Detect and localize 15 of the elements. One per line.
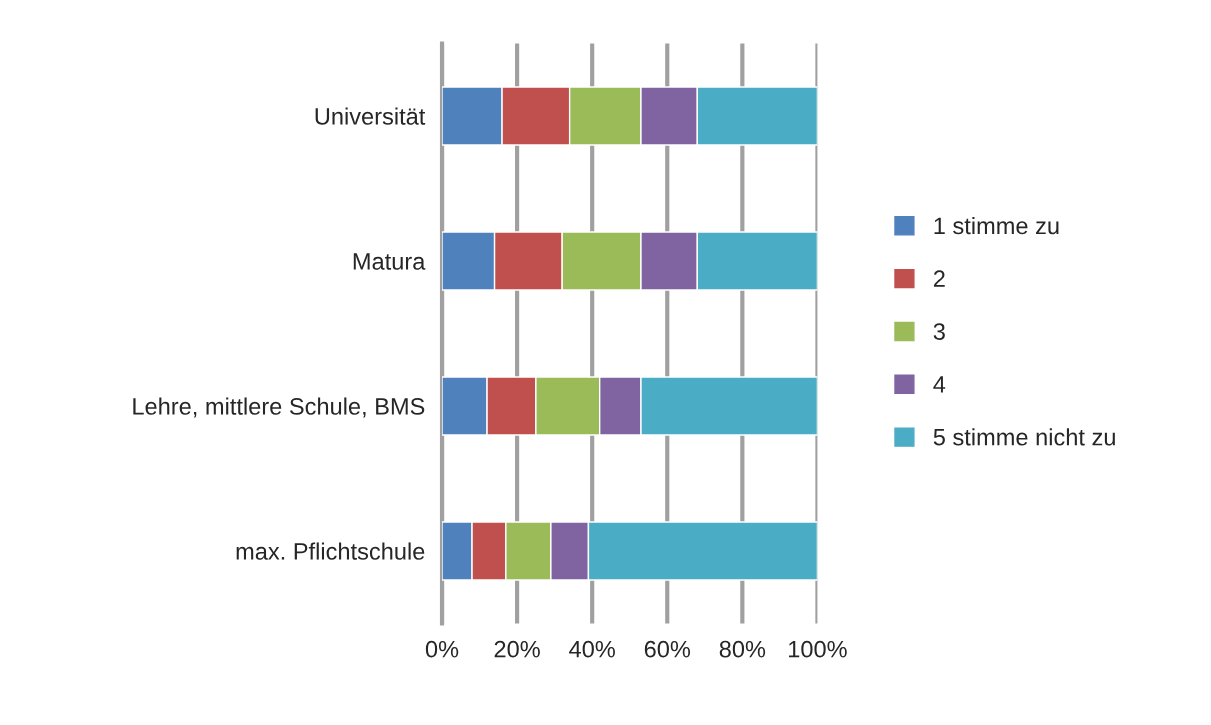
x-tick-label: 20% bbox=[494, 640, 540, 658]
legend-label: 2 bbox=[933, 270, 945, 287]
legend-label: 4 bbox=[933, 376, 946, 393]
x-tick-label: 60% bbox=[644, 640, 691, 658]
x-tick-label: 80% bbox=[719, 640, 766, 658]
y-tick-label: max. Pflichtschule bbox=[236, 542, 425, 560]
y-tick-label: Matura bbox=[353, 253, 426, 270]
x-tick-label: 40% bbox=[569, 640, 615, 658]
y-tick-label: Universität bbox=[315, 107, 426, 125]
x-tick-label: 100% bbox=[789, 640, 847, 658]
y-tick-label: Lehre, mittlere Schule, BMS bbox=[133, 397, 425, 418]
legend-label: 1 stimme zu bbox=[934, 216, 1059, 235]
x-tick-label: 0% bbox=[425, 640, 459, 658]
legend-label: 5 stimme nicht zu bbox=[933, 428, 1115, 446]
legend-label: 3 bbox=[933, 323, 945, 340]
